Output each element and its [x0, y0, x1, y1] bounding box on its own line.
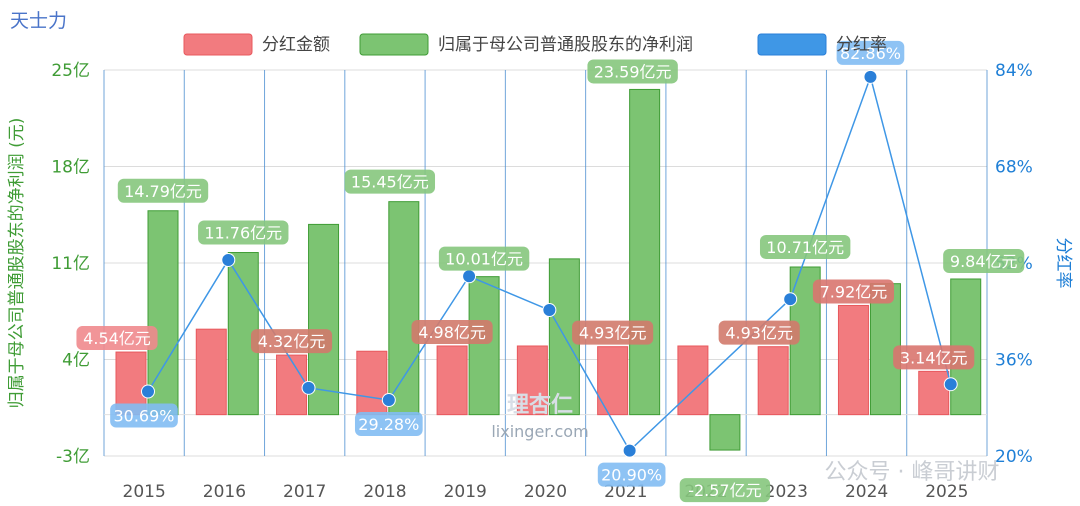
legend-label: 归属于母公司普通股股东的净利润 [438, 35, 693, 55]
dividend-label-bg [812, 279, 895, 304]
net-profit-label: 11.76亿元 [204, 224, 282, 243]
dividend-bar [195, 328, 227, 416]
right-tick-label: 20% [995, 447, 1033, 467]
payout-ratio-point [783, 292, 798, 307]
net-profit-label-bg [587, 59, 678, 84]
net-profit-bar [308, 223, 340, 416]
payout-ratio-label: 82.86% [840, 44, 901, 63]
payout-ratio-label-bg [597, 462, 666, 487]
dividend-label-bg [718, 320, 800, 345]
dividend-bar [276, 354, 308, 416]
dividend-label: 4.98亿元 [418, 323, 486, 342]
net-profit-bar [629, 88, 661, 416]
payout-ratio-point [943, 377, 958, 392]
net-profit-label-bg [117, 178, 209, 203]
dividend-bar [436, 345, 468, 416]
payout-ratio-point [141, 384, 155, 399]
dividend-label: 4.54亿元 [83, 329, 151, 348]
x-tick-label: 2020 [524, 482, 567, 502]
dividend-label: 4.93亿元 [725, 324, 793, 343]
payout-ratio-point [462, 269, 477, 284]
dividend-label: 3.14亿元 [900, 348, 968, 367]
payout-ratio-point [301, 380, 316, 395]
x-tick-label: 2015 [123, 482, 166, 502]
publisher-watermark: 公众号 · 峰哥讲财 [825, 460, 1000, 485]
legend-swatch [183, 33, 253, 56]
dividend-label-bg [76, 326, 158, 351]
net-profit-label: 15.45亿元 [351, 173, 429, 192]
x-tick-label: 2021 [604, 482, 647, 502]
x-tick-label: 2023 [765, 482, 808, 502]
payout-ratio-label-bg [110, 403, 178, 428]
payout-ratio-label-bg [354, 412, 423, 437]
dividend-label-bg [250, 329, 333, 354]
left-tick-label: -3亿 [56, 447, 90, 467]
right-axis-title: 分红率 [1053, 238, 1073, 289]
right-tick-label: 68% [995, 158, 1033, 178]
payout-ratio-label-bg [836, 40, 905, 65]
dividend-label-bg [572, 320, 654, 345]
net-profit-label: 10.71亿元 [766, 238, 844, 257]
dividend-label-bg [411, 319, 493, 344]
payout-ratio-point [622, 443, 637, 458]
dividend-bar [356, 350, 388, 416]
legend-swatch [757, 33, 827, 56]
payout-ratio-point [381, 393, 396, 408]
net-profit-bar [468, 276, 500, 416]
net-profit-label-bg [759, 234, 851, 259]
net-profit-label: 9.84亿元 [950, 252, 1018, 271]
net-profit-label-bg [943, 248, 1025, 273]
watermark-site: lixinger.com [491, 422, 588, 441]
x-tick-label: 2018 [363, 482, 406, 502]
watermark-logo: 理杏仁 [507, 392, 573, 418]
legend-label: 分红金额 [262, 35, 330, 55]
dividend-label: 7.92亿元 [820, 282, 888, 301]
x-tick-label: 2017 [283, 482, 326, 502]
payout-ratio-label: 30.69% [113, 407, 174, 426]
legend-swatch [359, 33, 429, 56]
payout-ratio-point [221, 252, 236, 267]
left-tick-label: 4亿 [62, 351, 90, 371]
net-profit-bar [388, 201, 420, 416]
dividend-bar [597, 346, 629, 416]
left-tick-label: 25亿 [51, 61, 90, 81]
right-tick-label: 84% [995, 61, 1033, 81]
net-profit-label-bg [344, 169, 436, 194]
dividend-bar [516, 345, 548, 416]
x-tick-label: 2019 [444, 482, 487, 502]
net-profit-label: 23.59亿元 [594, 62, 672, 81]
dividend-bar [757, 346, 789, 416]
dividend-label-bg [893, 345, 975, 370]
net-profit-bar [709, 414, 741, 451]
company-name: 天士力 [10, 10, 68, 32]
payout-ratio-point [542, 303, 557, 318]
net-profit-label-bg [438, 246, 530, 271]
dividend-label: 4.32亿元 [258, 332, 326, 351]
net-profit-label: -2.57亿元 [688, 481, 761, 500]
left-tick-label: 18亿 [51, 158, 90, 178]
net-profit-label-bg [679, 478, 771, 503]
legend-label: 分红率 [836, 35, 887, 55]
payout-ratio-line [147, 74, 952, 452]
payout-ratio-label: 20.90% [601, 466, 662, 485]
left-axis-title: 归属于母公司普通股股东的净利润 (元) [7, 118, 27, 409]
net-profit-label: 10.01亿元 [445, 250, 523, 269]
payout-ratio-label: 29.28% [358, 415, 419, 434]
dividend-bar [918, 370, 950, 416]
dividend-bar [837, 304, 869, 416]
dividend-label: 4.93亿元 [579, 324, 647, 343]
net-profit-label: 14.79亿元 [124, 182, 202, 201]
net-profit-bar [147, 210, 179, 416]
x-tick-label: 2025 [925, 482, 968, 502]
right-tick-label: 36% [995, 351, 1033, 371]
net-profit-label-bg [198, 220, 289, 245]
payout-ratio-point [863, 69, 878, 84]
x-tick-label: 2024 [845, 482, 888, 502]
x-tick-label: 2016 [203, 482, 246, 502]
left-tick-label: 11亿 [51, 254, 90, 274]
dividend-bar [677, 345, 709, 416]
